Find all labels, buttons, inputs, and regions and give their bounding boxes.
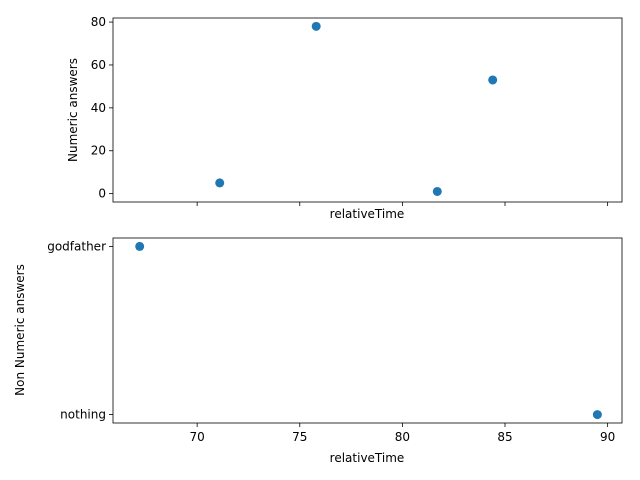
plot-area-bottom: [112, 237, 623, 424]
x-tick-label-bottom: 80: [395, 430, 410, 444]
y-tick-label-bottom: godfather: [47, 239, 106, 253]
y-tick-label-bottom: nothing: [60, 408, 106, 422]
x-tick-label-bottom: 70: [190, 430, 205, 444]
y-tick-label-top: 20: [91, 144, 106, 158]
y-axis-label-bottom: Non Numeric answers: [13, 264, 27, 396]
x-ticks-bottom: 70 75 80 85 90: [190, 423, 615, 444]
data-point-bottom: [135, 241, 145, 251]
x-tick-label-bottom: 85: [497, 430, 512, 444]
data-point-top: [432, 186, 442, 196]
y-axis-label-top: Numeric answers: [66, 58, 80, 162]
x-ticks-top: [196, 202, 609, 206]
plot-area-top: [112, 17, 623, 203]
y-ticks-top: 0 20 40 60 80: [91, 15, 113, 201]
x-tick-label-bottom: 75: [292, 430, 307, 444]
points-top: [215, 21, 498, 196]
y-tick-label-top: 40: [91, 101, 106, 115]
data-point-top: [488, 75, 498, 85]
y-tick-label-top: 80: [91, 15, 106, 29]
numeric-answers-panel: 0 20 40 60 80 Numeric answers relativeTime: [66, 15, 623, 221]
y-ticks-bottom: nothing godfather: [47, 239, 113, 422]
y-tick-label-top: 0: [98, 187, 106, 201]
x-axis-label-top: relativeTime: [330, 207, 405, 221]
x-axis-label-bottom: relativeTime: [330, 451, 405, 465]
data-point-top: [311, 21, 321, 31]
x-tick-label-bottom: 90: [600, 430, 615, 444]
data-point-top: [215, 178, 225, 188]
y-tick-label-top: 60: [91, 58, 106, 72]
data-point-bottom: [592, 410, 602, 420]
points-bottom: [135, 241, 602, 420]
non-numeric-answers-panel: nothing godfather 70 75 80 85 90 Non Numeric …: [13, 237, 623, 465]
